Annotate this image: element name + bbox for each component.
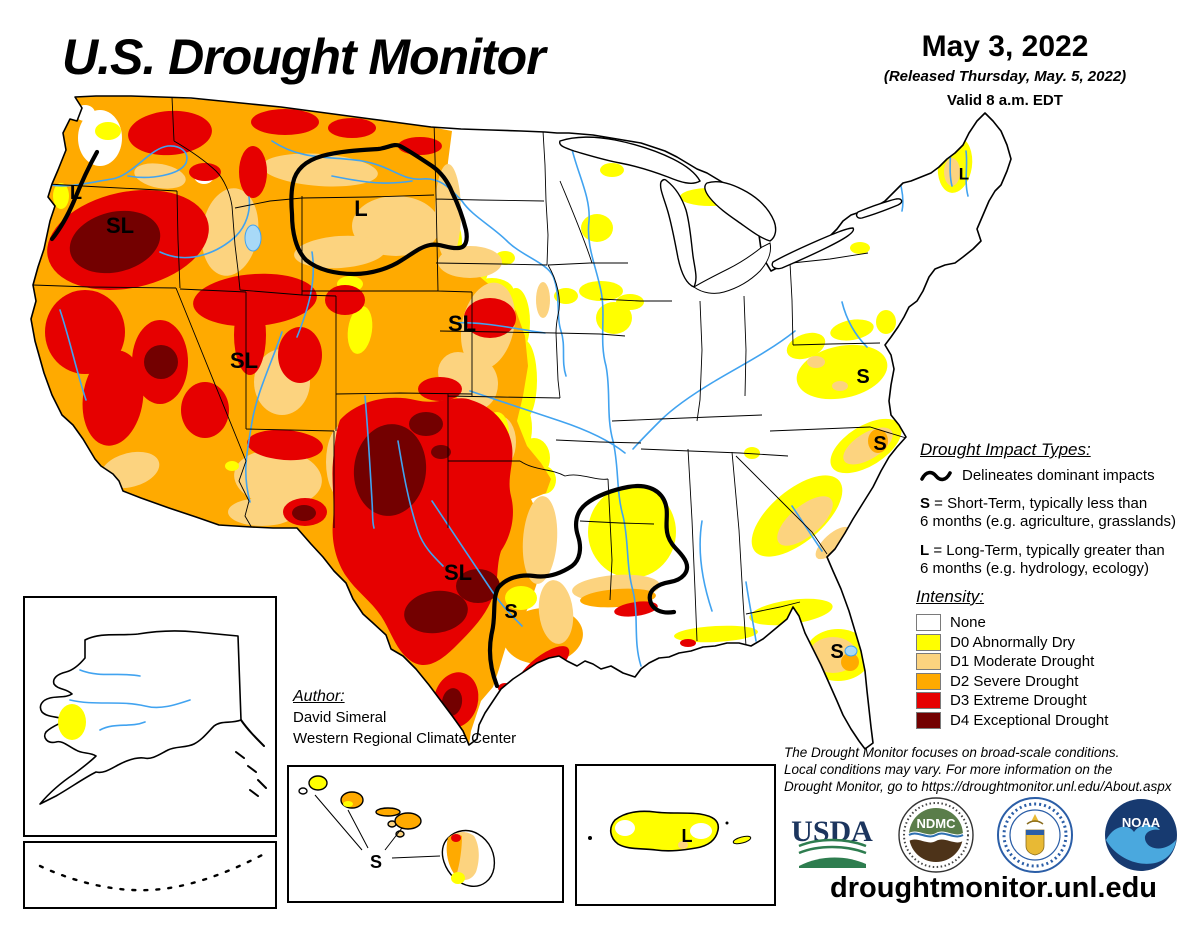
intensity-label: D3 Extreme Drought [950,692,1087,710]
impact-type-label: SL [443,560,473,585]
impact-type-label: SL [447,311,477,336]
impact-type-label: S [856,366,870,388]
intensity-row: D0 Abnormally Dry [916,633,1191,653]
author-name: David Simeral [293,709,387,726]
author-block: Author: David Simeral Western Regional C… [293,686,516,749]
great-lakes [559,136,903,294]
commerce-seal-logo [997,797,1073,873]
short-term-code: S [920,495,931,512]
short-term-line1: = Short-Term, typically less than [930,495,1148,512]
impact-delineation-lines [49,142,690,689]
long-term-code: L [920,542,930,559]
intensity-row: None [916,613,1191,633]
map-date: May 3, 2022 [921,30,1089,63]
impact-type-label: L [958,164,970,184]
intensity-swatch [916,633,941,651]
intensity-label: D0 Abnormally Dry [950,633,1076,651]
state-boundaries [32,96,907,647]
drought-intensity-layers [31,96,973,745]
delineates-text: Delineates dominant impacts [962,467,1155,484]
page-title: U.S. Drought Monitor [62,29,546,85]
intensity-swatch [916,614,941,632]
impact-type-label: L [69,182,83,204]
impact-legend-heading: Drought Impact Types: [920,440,1091,459]
usda-logo: USDA [791,815,873,868]
disclaimer-line1: The Drought Monitor focuses on broad-sca… [784,745,1120,760]
impact-legend: Drought Impact Types: Delineates dominan… [920,441,1195,589]
squiggle-icon [920,470,952,482]
svg-text:NDMC: NDMC [917,816,957,831]
site-url: droughtmonitor.unl.edu [830,872,1158,904]
author-org: Western Regional Climate Center [293,730,517,747]
rivers [49,130,969,667]
intensity-rows: None D0 Abnormally Dry D1 Moderate Drought… [916,613,1191,730]
short-term-definition: S = Short-Term, typically less than 6 mo… [920,495,1195,531]
intensity-swatch [916,653,941,671]
valid-time: Valid 8 a.m. EDT [947,92,1063,109]
impact-type-label: SL [229,348,259,373]
intensity-row: D3 Extreme Drought [916,691,1191,711]
date-block: May 3, 2022 (Released Thursday, May. 5, … [855,30,1155,109]
intensity-label: None [950,614,986,632]
long-term-definition: L = Long-Term, typically greater than 6 … [920,542,1195,578]
disclaimer-line3: Drought Monitor, go to https://droughtmo… [784,779,1172,794]
intensity-label: D4 Exceptional Drought [950,711,1109,729]
author-heading: Author: [293,688,345,705]
intensity-legend: Intensity: None D0 Abnormally Dry D1 Moder… [916,587,1191,730]
ndmc-logo: NDMC [898,797,974,873]
intensity-swatch [916,692,941,710]
aleutians-inset [23,841,277,909]
impact-type-label: S [830,641,844,663]
intensity-row: D2 Severe Drought [916,672,1191,692]
impact-type-label: S [369,852,383,872]
disclaimer-line2: Local conditions may vary. For more info… [784,762,1113,777]
long-term-line2: 6 months (e.g. hydrology, ecology) [920,560,1150,577]
alaska-inset [23,596,277,837]
svg-text:NOAA: NOAA [1122,815,1161,830]
intensity-swatch [916,711,941,729]
intensity-row: D4 Exceptional Drought [916,711,1191,731]
impact-type-label: SL [105,213,135,238]
intensity-heading: Intensity: [916,587,985,606]
intensity-row: D1 Moderate Drought [916,652,1191,672]
intensity-label: D2 Severe Drought [950,672,1079,690]
intensity-swatch [916,672,941,690]
long-term-line1: = Long-Term, typically greater than [929,542,1165,559]
short-term-line2: 6 months (e.g. agriculture, grasslands) [920,513,1176,530]
puerto-rico-inset [575,764,776,906]
impact-type-label: S [873,433,887,455]
impact-type-label: S [504,601,518,623]
impact-type-label: L [354,196,368,221]
disclaimer-note: The Drought Monitor focuses on broad-sca… [784,744,1194,795]
released-date: (Released Thursday, May. 5, 2022) [883,68,1127,85]
hawaii-inset [287,765,564,903]
intensity-label: D1 Moderate Drought [950,653,1095,671]
noaa-logo: NOAA [1105,799,1177,871]
impact-type-label: L [681,826,693,846]
